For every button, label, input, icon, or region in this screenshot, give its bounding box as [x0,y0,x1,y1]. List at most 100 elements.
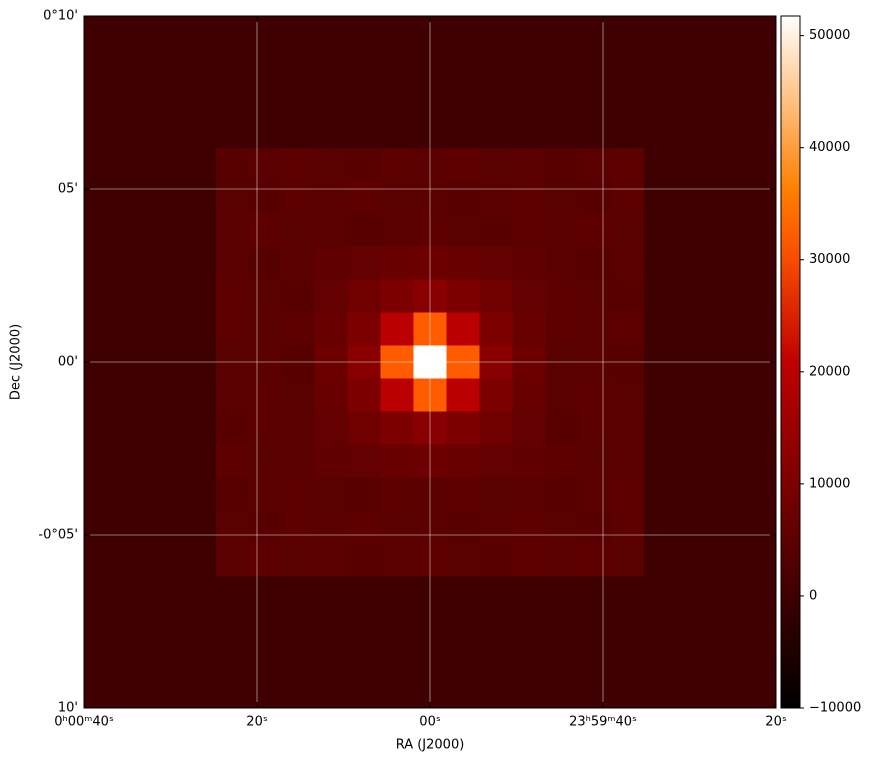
pixel [677,213,711,248]
pixel [578,114,612,149]
pixel [149,444,184,478]
pixel [84,444,118,478]
pixel [248,378,283,412]
pixel [314,378,349,412]
colorbar-tick-label: 0 [809,588,817,603]
pixel [611,81,645,116]
pixel [248,609,283,643]
pixel [644,48,678,83]
pixel [347,444,382,478]
pixel [677,180,711,215]
pixel [545,114,579,149]
pixel [149,543,184,577]
pixel [380,477,415,511]
pixel [215,477,250,511]
pixel [116,48,151,83]
pixel [347,279,382,314]
pixel [116,411,151,445]
pixel [116,609,151,643]
pixel [644,477,678,511]
pixel [347,180,382,215]
pixel [446,114,480,149]
pixel [743,16,777,50]
pixel [314,477,349,511]
pixel [545,576,579,610]
pixel [578,213,612,248]
pixel [215,114,250,149]
pixel [644,81,678,116]
pixel [578,675,612,709]
pixel [611,609,645,643]
pixel [710,378,744,412]
pixel [281,477,316,511]
pixel [512,609,546,643]
pixel [116,147,151,182]
pixel [743,312,777,347]
pixel [281,642,316,676]
pixel [611,642,645,676]
pixel [281,279,316,314]
pixel [479,444,513,478]
pixel [182,312,217,347]
pixel [116,444,151,478]
pixel [281,609,316,643]
pixel [347,114,382,149]
pixel [479,279,513,314]
pixel [578,510,612,544]
pixel [512,510,546,544]
x-tick-label: 0ʰ00ᵐ40ˢ [54,715,114,730]
pixel [677,279,711,314]
pixel [512,81,546,116]
pixel [116,312,151,347]
x-tick-label: 20ˢ [765,715,787,730]
pixel [677,81,711,116]
pixel [248,642,283,676]
pixel [116,180,151,215]
pixel [446,543,480,577]
pixel [512,279,546,314]
pixel [545,279,579,314]
pixel [479,609,513,643]
pixel [149,114,184,149]
pixel [215,576,250,610]
pixel [84,378,118,412]
pixel [644,279,678,314]
pixel [314,312,349,347]
pixel [644,180,678,215]
pixel [677,477,711,511]
pixel [446,675,480,709]
pixel [446,312,480,347]
pixel [281,81,316,116]
pixel [644,114,678,149]
pixel [248,114,283,149]
pixel [314,279,349,314]
pixel [644,543,678,577]
pixel [578,147,612,182]
pixel [84,48,118,83]
pixel [545,510,579,544]
pixel [710,180,744,215]
pixel [314,444,349,478]
pixel [545,213,579,248]
pixel [545,81,579,116]
pixel [512,543,546,577]
pixel [743,675,777,709]
pixel [281,48,316,83]
pixel [84,609,118,643]
pixel [446,576,480,610]
pixel [677,444,711,478]
pixel [578,411,612,445]
y-tick-label: 00' [58,355,78,370]
pixel [215,279,250,314]
pixel [479,213,513,248]
pixel [314,16,349,50]
pixel [149,16,184,50]
pixel [743,48,777,83]
pixel [281,444,316,478]
pixel [347,16,382,50]
pixel [677,114,711,149]
pixel [644,411,678,445]
pixel [743,180,777,215]
pixel [182,279,217,314]
pixel [512,477,546,511]
